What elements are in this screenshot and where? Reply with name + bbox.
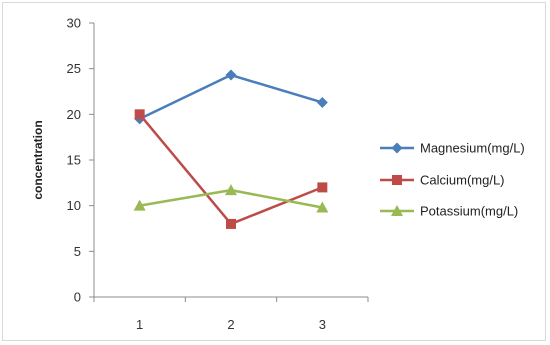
potassium-legend-marker (391, 205, 403, 216)
potassium-data-point (225, 184, 237, 196)
y-tick-label: 5 (74, 244, 81, 259)
calcium-legend-label: Calcium(mg/L) (420, 173, 505, 188)
magnesium-data-point (316, 96, 328, 108)
potassium-data-point (316, 201, 329, 213)
magnesium-legend-label: Magnesium(mg/L) (420, 141, 525, 156)
y-tick-label: 0 (74, 290, 81, 305)
calcium-legend-marker (392, 175, 402, 185)
potassium-data-point (133, 199, 146, 211)
y-ticks: 0 5 10 15 20 25 30 (67, 16, 94, 305)
calcium-data-point (134, 109, 145, 120)
series-layer (133, 69, 329, 229)
potassium-legend-label: Potassium(mg/L) (420, 204, 518, 219)
chart-frame (2, 2, 546, 341)
y-tick-label: 30 (67, 16, 81, 31)
legend: Magnesium(mg/L) Calcium(mg/L) Potassium(mg… (380, 141, 525, 219)
y-tick-label: 15 (67, 153, 81, 168)
x-tick-label: 1 (136, 317, 143, 332)
calcium-series-line (138, 113, 323, 226)
calcium-data-point (317, 182, 328, 193)
calcium-data-point (226, 218, 236, 229)
y-axis-label: concentration (31, 120, 45, 199)
x-tick-label: 3 (319, 317, 326, 332)
magnesium-legend-marker (391, 142, 403, 154)
x-tick-label: 2 (227, 317, 234, 332)
y-tick-label: 25 (67, 61, 81, 76)
magnesium-series-line (139, 73, 323, 121)
y-tick-label: 20 (67, 107, 81, 122)
x-ticks: 1 2 3 (93, 297, 369, 332)
y-tick-label: 10 (67, 198, 81, 213)
magnesium-data-point (225, 69, 237, 81)
